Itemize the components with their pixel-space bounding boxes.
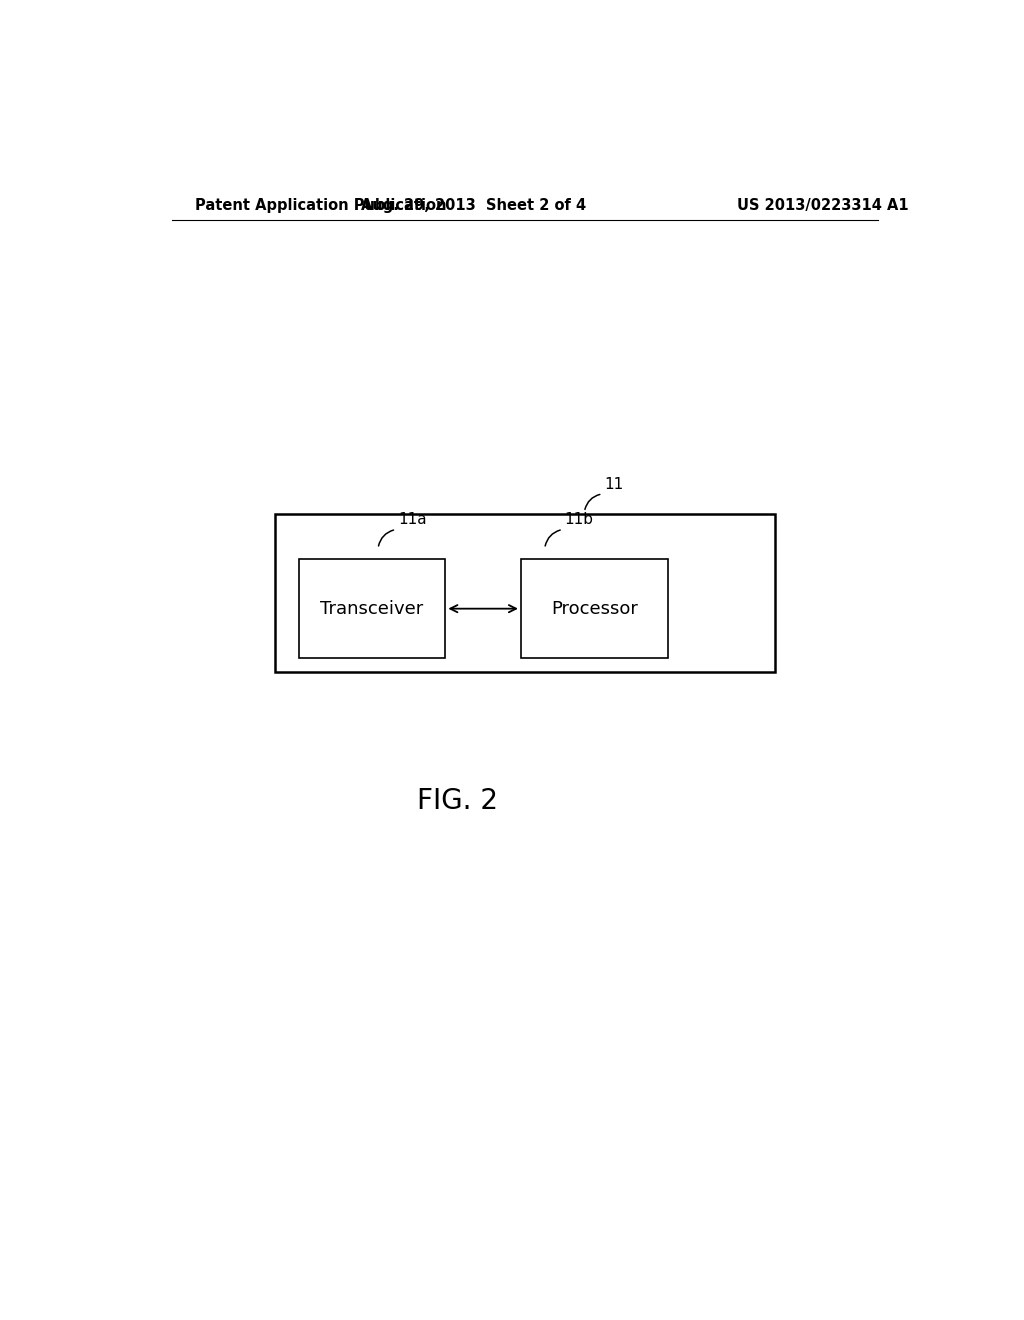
Text: Aug. 29, 2013  Sheet 2 of 4: Aug. 29, 2013 Sheet 2 of 4 xyxy=(360,198,586,213)
Text: Transceiver: Transceiver xyxy=(321,599,424,618)
Bar xyxy=(274,513,775,672)
Bar xyxy=(299,558,445,659)
Text: FIG. 2: FIG. 2 xyxy=(417,787,498,814)
Text: 11b: 11b xyxy=(564,512,594,528)
Text: 11: 11 xyxy=(604,477,624,492)
Bar xyxy=(521,558,668,659)
Text: 11a: 11a xyxy=(397,512,426,528)
Text: US 2013/0223314 A1: US 2013/0223314 A1 xyxy=(736,198,908,213)
Text: Processor: Processor xyxy=(551,599,638,618)
Text: Patent Application Publication: Patent Application Publication xyxy=(196,198,446,213)
